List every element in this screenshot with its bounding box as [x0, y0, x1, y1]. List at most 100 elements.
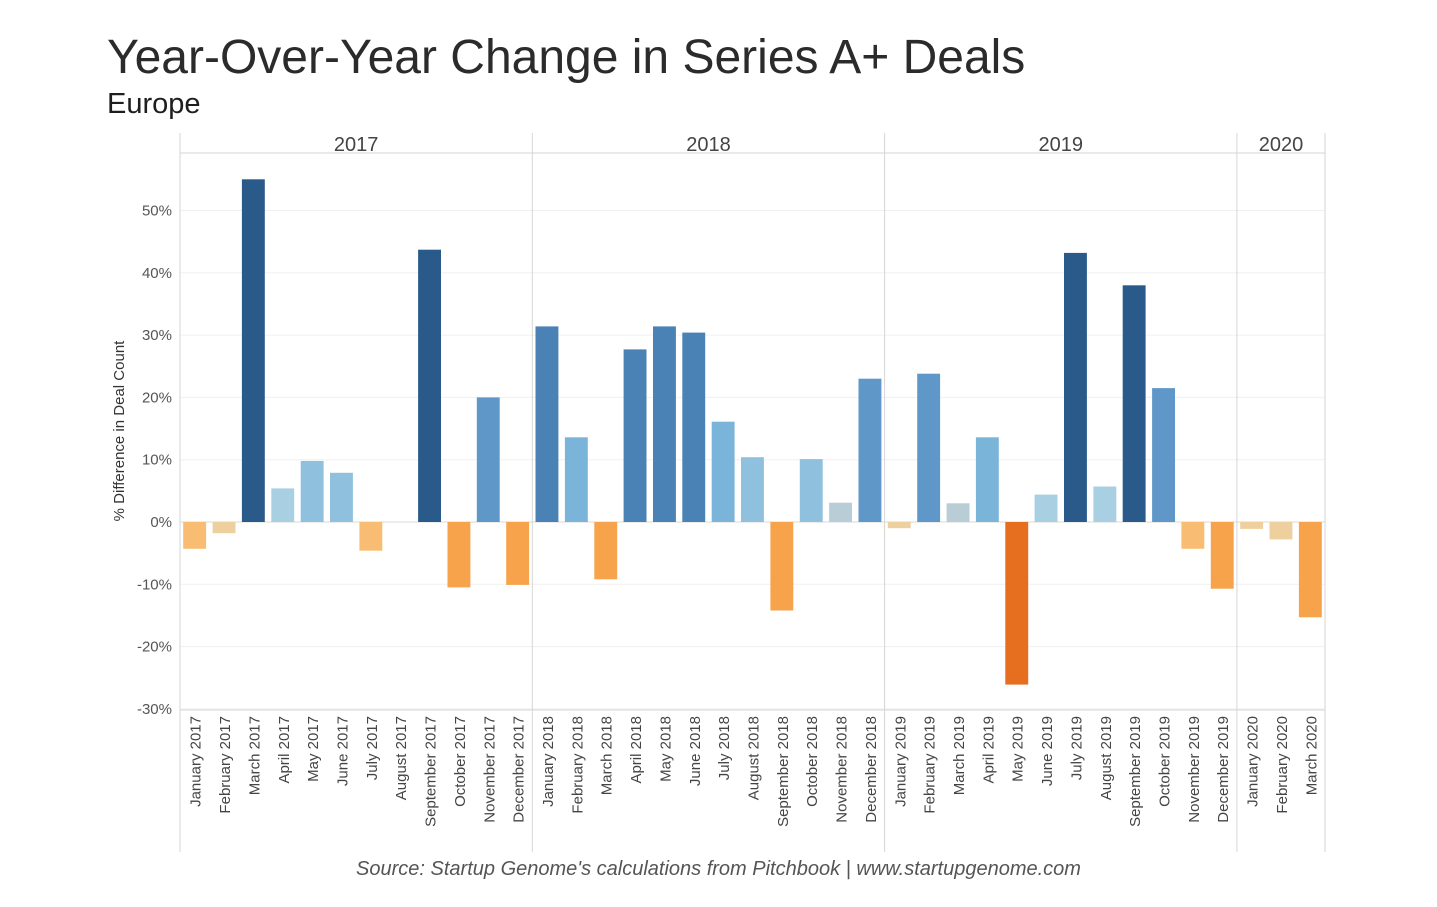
bar	[1269, 522, 1293, 540]
chart-title: Year-Over-Year Change in Series A+ Deals	[107, 31, 1026, 84]
bar	[887, 522, 911, 529]
bar	[183, 522, 207, 549]
x-tick-label: February 2019	[922, 716, 939, 814]
bar	[506, 522, 530, 585]
x-tick-label: February 2017	[217, 716, 234, 814]
x-tick-label: October 2017	[452, 716, 469, 807]
x-tick-label: August 2017	[393, 716, 410, 800]
x-tick-label: September 2017	[423, 716, 440, 827]
y-tick-label: 50%	[142, 203, 172, 220]
bar	[711, 421, 735, 522]
x-tick-label: February 2018	[569, 716, 586, 814]
bar	[535, 326, 559, 522]
y-tick-label: 10%	[142, 452, 172, 469]
chart-subtitle: Europe	[107, 88, 201, 120]
source-note: Source: Startup Genome's calculations fr…	[356, 858, 1081, 880]
x-tick-label: March 2018	[599, 716, 616, 795]
bar	[447, 522, 471, 588]
x-tick-label: November 2018	[834, 716, 851, 823]
x-tick-label: November 2017	[481, 716, 498, 823]
x-tick-label: January 2020	[1245, 716, 1262, 807]
bar	[300, 460, 324, 522]
x-tick-label: March 2017	[246, 716, 263, 795]
x-tick-label: May 2019	[1010, 716, 1027, 782]
bar	[975, 437, 999, 522]
bar	[1240, 522, 1264, 529]
year-headers: 2017 2018 2019 2020	[334, 134, 1303, 156]
bar	[359, 522, 383, 551]
bar	[1064, 252, 1087, 522]
x-tick-label: December 2018	[863, 716, 880, 823]
y-axis-label: % Difference in Deal Count	[111, 340, 128, 521]
year-header: 2019	[1039, 134, 1084, 156]
bar	[1093, 486, 1117, 522]
bar	[594, 522, 618, 580]
x-tick-label: February 2020	[1274, 716, 1291, 814]
x-tick-label: April 2017	[276, 716, 293, 784]
x-tick-label: June 2018	[687, 716, 704, 786]
y-axis-ticks: 50% 40% 30% 20% 10% 0% -10% -20% -30%	[137, 203, 172, 718]
bar	[271, 488, 295, 522]
bar	[1034, 494, 1058, 522]
year-dividers	[179, 133, 1326, 852]
bar	[682, 332, 706, 522]
bar	[1152, 388, 1175, 522]
x-tick-label: August 2018	[746, 716, 763, 800]
bar	[946, 503, 970, 522]
x-tick-label: June 2019	[1039, 716, 1056, 786]
x-tick-label: December 2017	[511, 716, 528, 823]
x-tick-label: October 2019	[1157, 716, 1174, 807]
y-tick-label: -10%	[137, 576, 172, 593]
y-tick-label: 30%	[142, 327, 172, 344]
x-tick-label: March 2019	[951, 716, 968, 795]
year-header: 2017	[334, 134, 379, 156]
bar	[917, 373, 941, 522]
bar	[1210, 522, 1234, 589]
y-tick-label: 20%	[142, 389, 172, 406]
x-tick-label: October 2018	[804, 716, 821, 807]
x-tick-label: September 2018	[775, 716, 792, 827]
bar	[330, 472, 353, 522]
x-tick-label: May 2017	[305, 716, 322, 782]
x-tick-label: December 2019	[1215, 716, 1232, 823]
x-axis-ticks: January 2017 February 2017 March 2017 April…	[188, 716, 1321, 827]
x-tick-label: May 2018	[657, 716, 674, 782]
bar	[858, 378, 882, 522]
bar	[476, 397, 500, 522]
bar	[212, 522, 236, 534]
bar	[418, 249, 441, 522]
x-tick-label: September 2019	[1127, 716, 1144, 827]
x-tick-label: August 2019	[1098, 716, 1115, 800]
bar	[1005, 522, 1029, 685]
x-tick-label: July 2017	[364, 716, 381, 780]
bar	[241, 179, 265, 523]
y-tick-label: 40%	[142, 265, 172, 282]
x-tick-label: November 2019	[1186, 716, 1203, 823]
year-header: 2020	[1259, 134, 1304, 156]
bar	[653, 326, 676, 522]
y-tick-label: -20%	[137, 639, 172, 656]
bar	[623, 349, 647, 522]
bar	[770, 522, 794, 611]
x-tick-label: January 2017	[188, 716, 205, 807]
bars	[183, 179, 1322, 685]
x-tick-label: January 2019	[892, 716, 909, 807]
y-tick-label: 0%	[150, 514, 172, 531]
x-tick-label: April 2018	[628, 716, 645, 784]
y-tick-label: -30%	[137, 701, 172, 718]
bar	[829, 502, 852, 522]
bar	[1122, 285, 1146, 522]
x-tick-label: April 2019	[980, 716, 997, 784]
x-tick-label: July 2018	[716, 716, 733, 780]
x-tick-label: June 2017	[335, 716, 352, 786]
x-tick-label: July 2019	[1068, 716, 1085, 780]
bar	[1298, 522, 1322, 618]
x-tick-label: March 2020	[1303, 716, 1320, 795]
bar	[564, 437, 588, 522]
bar	[1181, 522, 1205, 549]
x-tick-label: January 2018	[540, 716, 557, 807]
bar	[799, 459, 823, 522]
year-header: 2018	[686, 134, 731, 156]
bar	[741, 457, 764, 522]
